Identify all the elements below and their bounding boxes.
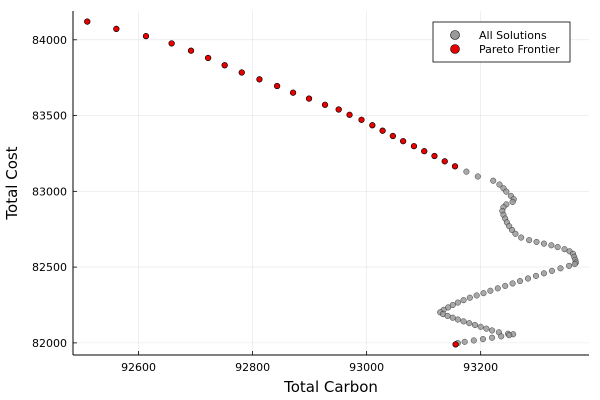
data-point-all-solutions bbox=[532, 272, 540, 279]
tick-labels: 92600 92800 93000 93200 82000 82500 83000 83500… bbox=[32, 34, 498, 374]
data-point-all-solutions bbox=[489, 334, 496, 341]
data-point-all-solutions bbox=[496, 181, 503, 188]
series-pareto-frontier bbox=[84, 18, 459, 348]
data-point-all-solutions bbox=[470, 337, 477, 344]
data-point-all-solutions bbox=[508, 226, 516, 234]
legend-marker-pareto-frontier bbox=[450, 44, 460, 54]
data-point-all-solutions bbox=[571, 261, 578, 268]
data-point-all-solutions bbox=[526, 237, 533, 244]
axes bbox=[72, 11, 589, 356]
data-point-pareto-frontier bbox=[187, 47, 195, 54]
data-point-pareto-frontier bbox=[335, 106, 342, 113]
data-point-all-solutions bbox=[509, 198, 516, 205]
data-point-all-solutions bbox=[561, 246, 568, 253]
data-point-pareto-frontier bbox=[289, 89, 297, 96]
data-point-all-solutions bbox=[533, 238, 540, 245]
data-point-all-solutions bbox=[548, 242, 555, 249]
data-point-all-solutions bbox=[477, 323, 484, 330]
data-point-all-solutions bbox=[502, 282, 509, 289]
data-point-pareto-frontier bbox=[221, 62, 228, 69]
data-point-all-solutions bbox=[540, 270, 548, 277]
x-tick-label: 92800 bbox=[235, 361, 270, 374]
y-tick-label: 83000 bbox=[32, 185, 67, 198]
legend-box bbox=[432, 21, 571, 63]
x-axis-label: Total Carbon bbox=[283, 378, 378, 396]
data-point-all-solutions bbox=[498, 333, 505, 340]
legend-marker-all-solutions bbox=[450, 30, 460, 40]
y-axis-label: Total Cost bbox=[3, 146, 21, 220]
data-point-all-solutions bbox=[565, 262, 573, 269]
data-point-pareto-frontier bbox=[452, 341, 459, 348]
data-point-all-solutions bbox=[506, 332, 513, 339]
data-point-all-solutions bbox=[444, 312, 451, 319]
data-point-pareto-frontier bbox=[431, 152, 438, 160]
data-point-pareto-frontier bbox=[358, 116, 365, 123]
data-point-pareto-frontier bbox=[346, 111, 353, 118]
data-point-pareto-frontier bbox=[441, 158, 448, 165]
data-point-pareto-frontier bbox=[142, 33, 150, 40]
x-tick-label: 93200 bbox=[463, 361, 498, 374]
data-point-all-solutions bbox=[554, 244, 561, 251]
data-point-all-solutions bbox=[480, 290, 487, 297]
data-point-all-solutions bbox=[466, 320, 473, 327]
series-all-solutions bbox=[84, 18, 579, 348]
data-point-pareto-frontier bbox=[369, 122, 376, 129]
data-point-all-solutions bbox=[516, 277, 524, 285]
legend: All Solutions Pareto Frontier bbox=[432, 21, 571, 63]
data-point-all-solutions bbox=[454, 316, 461, 323]
data-point-pareto-frontier bbox=[421, 148, 428, 155]
data-point-all-solutions bbox=[490, 177, 497, 184]
y-tick-label: 83500 bbox=[32, 110, 67, 123]
data-point-all-solutions bbox=[518, 234, 525, 241]
data-point-pareto-frontier bbox=[400, 138, 407, 145]
data-point-pareto-frontier bbox=[168, 40, 175, 47]
data-point-all-solutions bbox=[449, 314, 456, 321]
data-point-all-solutions bbox=[524, 275, 532, 282]
data-point-all-solutions bbox=[557, 265, 564, 272]
data-point-all-solutions bbox=[548, 267, 555, 274]
data-point-all-solutions bbox=[483, 325, 490, 332]
x-tick-label: 93000 bbox=[349, 361, 384, 374]
data-point-pareto-frontier bbox=[113, 25, 120, 32]
legend-label-pareto-frontier: Pareto Frontier bbox=[479, 43, 560, 56]
data-point-all-solutions bbox=[454, 299, 461, 306]
data-point-pareto-frontier bbox=[84, 18, 91, 25]
data-point-pareto-frontier bbox=[205, 54, 212, 62]
data-point-pareto-frontier bbox=[238, 69, 245, 76]
data-point-all-solutions bbox=[460, 318, 467, 325]
data-point-all-solutions bbox=[509, 280, 516, 287]
data-point-all-solutions bbox=[479, 336, 486, 343]
legend-label-all-solutions: All Solutions bbox=[479, 29, 547, 42]
data-point-all-solutions bbox=[540, 240, 548, 247]
data-point-all-solutions bbox=[489, 327, 496, 334]
data-point-pareto-frontier bbox=[379, 127, 386, 134]
x-tick-label: 92600 bbox=[121, 361, 156, 374]
y-tick-label: 82000 bbox=[32, 337, 67, 350]
data-point-all-solutions bbox=[503, 188, 510, 195]
data-point-pareto-frontier bbox=[410, 143, 418, 150]
data-point-all-solutions bbox=[460, 297, 467, 304]
data-point-pareto-frontier bbox=[321, 101, 329, 108]
data-point-all-solutions bbox=[463, 168, 470, 175]
data-point-all-solutions bbox=[461, 338, 468, 345]
data-point-all-solutions bbox=[512, 230, 519, 237]
data-point-all-solutions bbox=[473, 292, 480, 299]
data-point-all-solutions bbox=[494, 285, 501, 292]
data-point-pareto-frontier bbox=[389, 132, 396, 140]
data-point-pareto-frontier bbox=[305, 95, 313, 102]
data-point-all-solutions bbox=[487, 287, 494, 294]
data-point-all-solutions bbox=[466, 294, 473, 301]
data-point-pareto-frontier bbox=[451, 163, 459, 170]
data-point-pareto-frontier bbox=[256, 76, 263, 83]
y-tick-label: 84000 bbox=[32, 34, 67, 47]
y-tick-label: 82500 bbox=[32, 261, 67, 274]
data-point-pareto-frontier bbox=[274, 82, 281, 90]
grid-lines bbox=[73, 11, 589, 355]
data-point-all-solutions bbox=[471, 321, 479, 329]
data-point-all-solutions bbox=[474, 173, 481, 180]
